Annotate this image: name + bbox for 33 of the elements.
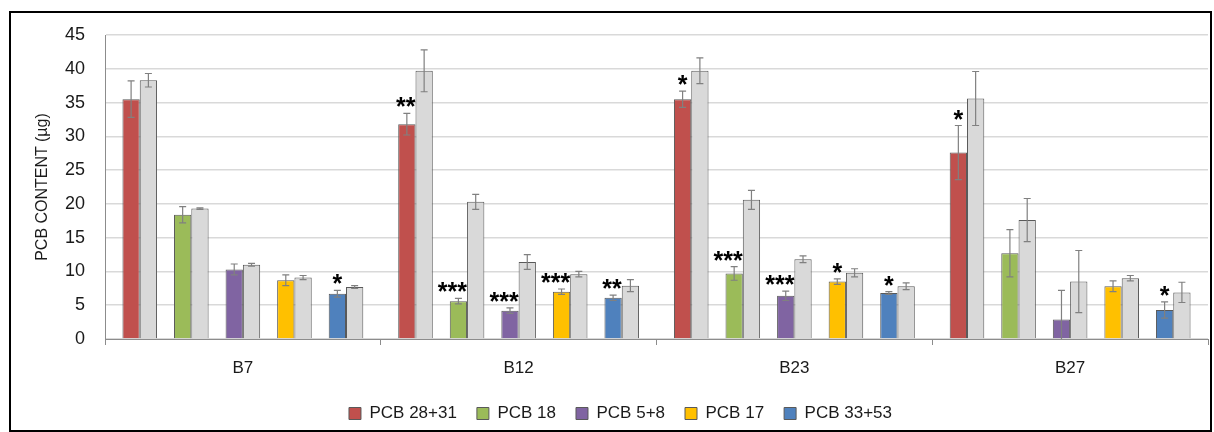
y-axis-title: PCB CONTENT (µg) xyxy=(33,113,51,261)
x-tick-label: B12 xyxy=(503,357,534,377)
data-label: *** xyxy=(713,245,744,274)
y-tick-label: 30 xyxy=(64,125,85,146)
data-label: * xyxy=(832,257,843,286)
y-tick-label: 15 xyxy=(64,226,85,247)
legend-label: PCB 28+31 xyxy=(369,403,457,423)
legend-label: PCB 18 xyxy=(497,403,556,423)
x-tick-label: B23 xyxy=(779,357,810,377)
legend-label: PCB 17 xyxy=(705,403,765,423)
data-label: * xyxy=(1159,280,1170,309)
y-tick-label: 5 xyxy=(74,294,85,315)
data-label: *** xyxy=(489,286,519,315)
y-tick-label: 10 xyxy=(64,260,85,281)
legend-label: PCB 33+53 xyxy=(804,403,893,423)
data-label: *** xyxy=(765,270,795,299)
data-label: *** xyxy=(541,268,571,297)
y-tick-label: 20 xyxy=(64,192,85,213)
data-label: * xyxy=(332,269,343,298)
data-label: *** xyxy=(437,277,468,306)
data-label: * xyxy=(953,104,964,133)
x-tick-label: B27 xyxy=(1055,357,1086,377)
x-tick-label: B7 xyxy=(232,357,254,377)
y-tick-label: 35 xyxy=(64,91,85,112)
y-tick-label: 45 xyxy=(64,23,85,44)
y-tick-label: 40 xyxy=(64,57,85,78)
y-tick-label: 0 xyxy=(74,327,85,348)
legend-label: PCB 5+8 xyxy=(596,403,666,423)
data-label: ** xyxy=(396,92,416,121)
y-tick-label: 25 xyxy=(64,159,85,180)
data-label: * xyxy=(677,70,688,99)
data-label: * xyxy=(883,270,894,299)
data-label: ** xyxy=(602,274,623,303)
